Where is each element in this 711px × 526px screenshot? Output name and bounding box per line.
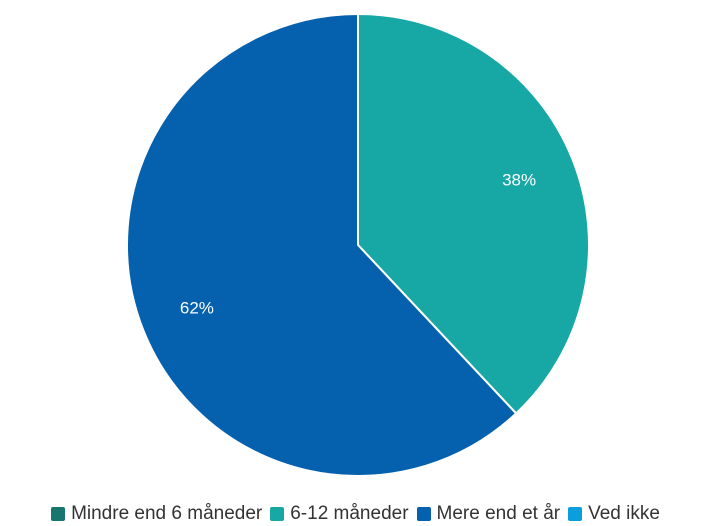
pie-value-labels: 38% 62% xyxy=(180,171,536,318)
pie-chart: 38% 62% xyxy=(126,12,590,477)
legend-swatch xyxy=(568,507,583,521)
legend-label: Mere end et år xyxy=(436,503,561,524)
legend-swatch xyxy=(416,507,431,521)
legend-label: Ved ikke xyxy=(588,503,660,524)
pie-slice-mere-end-et-aar xyxy=(126,12,518,477)
pie-value-label-mere-end-et-aar: 62% xyxy=(180,298,214,317)
legend-item-6-12-maaneder: 6-12 måneder xyxy=(270,503,409,525)
pie-slice-6-12-maaneder xyxy=(357,12,590,415)
legend-label: 6-12 måneder xyxy=(290,503,409,524)
legend-item-mindre-end-6-maaneder: Mindre end 6 måneder xyxy=(51,503,262,525)
pie-value-label-6-12-maaneder: 38% xyxy=(502,171,536,190)
legend-swatch xyxy=(270,507,285,521)
legend-swatch xyxy=(51,507,66,521)
legend-item-mere-end-et-aar: Mere end et år xyxy=(416,503,561,525)
legend-item-ved-ikke: Ved ikke xyxy=(568,503,660,525)
pie-slices xyxy=(126,12,590,477)
legend-label: Mindre end 6 måneder xyxy=(71,503,263,524)
chart-legend: Mindre end 6 måneder 6-12 måneder Mere e… xyxy=(0,503,711,525)
